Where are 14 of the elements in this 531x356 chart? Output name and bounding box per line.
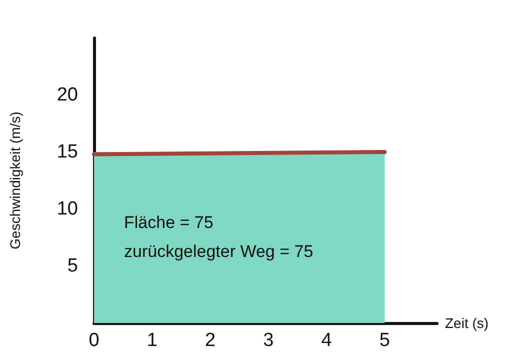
y-tick-label: 10 — [56, 198, 78, 220]
x-axis-title: Zeit (s) — [445, 315, 489, 331]
x-tick-label: 5 — [379, 330, 390, 351]
y-tick-label: 15 — [56, 142, 78, 162]
y-axis-title: Geschwindigkeit (m/s) — [7, 112, 23, 250]
annotation: zurückgelegter Weg = 75 — [124, 242, 314, 261]
x-tick-label: 2 — [204, 330, 216, 351]
annotation: Fläche = 75 — [124, 213, 214, 232]
x-tick-label: 0 — [88, 330, 100, 351]
y-tick-label: 5 — [67, 256, 78, 276]
x-tick-label: 1 — [146, 330, 158, 351]
x-tick-label: 3 — [263, 330, 274, 351]
y-tick-label: 20 — [56, 84, 78, 106]
x-tick-label: 4 — [321, 330, 332, 351]
